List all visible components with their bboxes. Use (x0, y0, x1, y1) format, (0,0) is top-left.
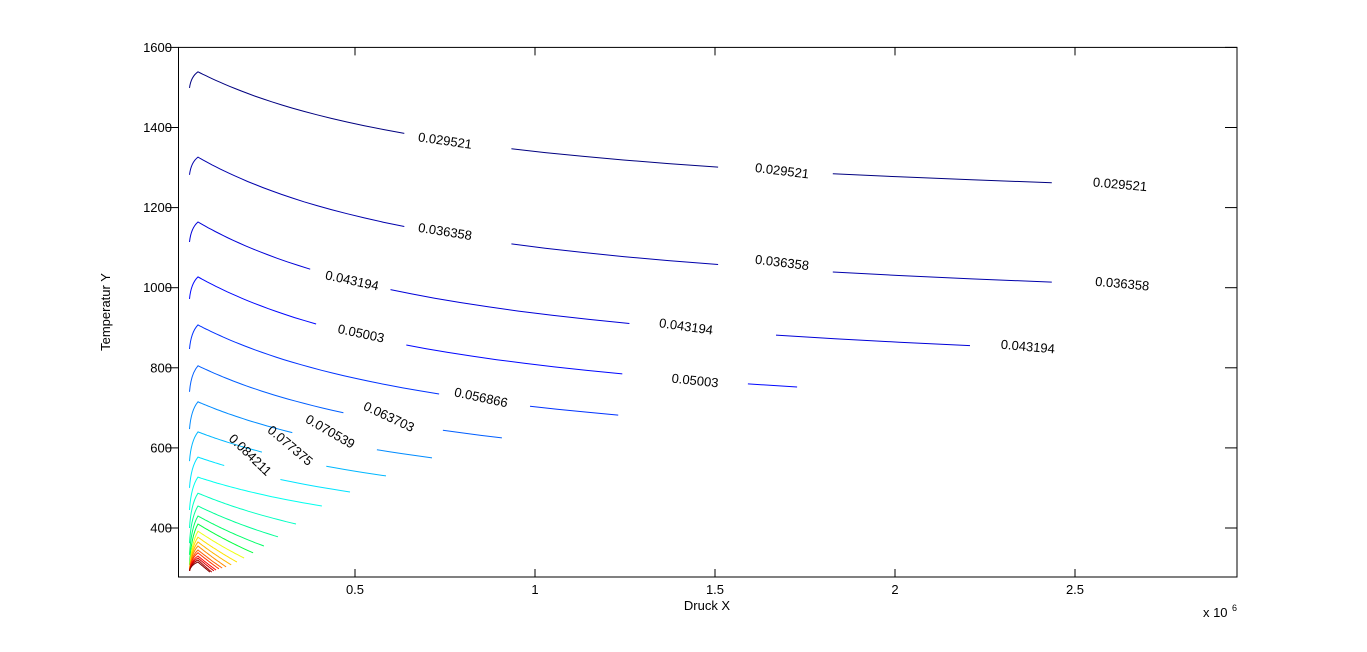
contour-value-label: 0.056866 (453, 384, 509, 410)
y-tick-label: 400 (150, 521, 172, 536)
contour-value-label: 0.063703 (361, 398, 416, 435)
plot-border (178, 46, 1238, 578)
x-axis-exponent: x 10 6 (1203, 603, 1237, 621)
contour-line (189, 401, 433, 459)
contour-line (189, 505, 279, 544)
contour-value-label: 0.029521 (1092, 174, 1147, 194)
contour-line (189, 559, 213, 573)
contour-line (189, 530, 245, 571)
contour-line (189, 431, 387, 477)
y-tick-label: 800 (150, 360, 172, 375)
contour-value-label: 0.05003 (671, 371, 719, 391)
contour-line (189, 552, 220, 571)
contour-line (189, 324, 619, 416)
contour-value-label: 0.070539 (303, 411, 357, 451)
y-tick-label: 1200 (143, 200, 172, 215)
contour-line (189, 492, 297, 529)
contour-line (189, 536, 238, 571)
contour-line (189, 276, 798, 388)
contour-value-labels: 0.029521 0.029521 0.029521 0.036358 0.036358… (226, 129, 1150, 478)
contour-value-label: 0.029521 (754, 160, 810, 181)
contour-line (189, 555, 217, 571)
contour-value-label: 0.036358 (754, 252, 810, 273)
contour-line (189, 561, 211, 573)
x-tick-label: 0.5 (346, 582, 364, 597)
contour-value-label: 0.029521 (417, 129, 473, 151)
contour-line (189, 476, 322, 511)
contour-value-label: 0.036358 (1095, 274, 1150, 294)
axes-box (166, 46, 1238, 578)
contour-value-label: 0.084211 (226, 431, 275, 479)
contour-value-label: 0.05003 (337, 321, 386, 345)
contour-line (190, 222, 1134, 352)
contour-value-label: 0.036358 (417, 220, 473, 243)
contour-line (189, 541, 232, 571)
x-axis-label: Druck X (684, 598, 731, 613)
contour-line (189, 365, 502, 439)
y-axis-label: Temperatur Y (98, 273, 113, 351)
contour-value-label: 0.043194 (324, 267, 380, 293)
y-tick-label: 1000 (143, 280, 172, 295)
exponent-power: 6 (1232, 603, 1237, 613)
contour-line (190, 72, 1238, 188)
contour-lines (189, 72, 1238, 573)
x-tick-label: 2.5 (1066, 582, 1084, 597)
contour-line (189, 515, 265, 555)
exponent-base: x 10 (1203, 605, 1228, 620)
contour-line (189, 523, 254, 565)
x-tick-label: 2 (891, 582, 898, 597)
contour-value-label: 0.077375 (265, 422, 316, 468)
x-tick-label: 1 (531, 582, 538, 597)
y-tick-label: 1400 (143, 120, 172, 135)
y-tick-label: 600 (150, 440, 172, 455)
y-tick-label: 1600 (143, 40, 172, 55)
x-tick-label: 1.5 (706, 582, 724, 597)
contour-value-label: 0.043194 (1000, 337, 1055, 357)
contour-line (189, 557, 215, 572)
contour-line (189, 456, 351, 493)
contour-line (190, 157, 1238, 288)
tick-labels: 0.5 1 1.5 2 2.5 400 600 800 1000 1200 1400 1600 (143, 40, 1084, 597)
contour-line (189, 549, 223, 571)
contour-line (189, 545, 227, 571)
contour-value-label: 0.043194 (658, 315, 714, 337)
